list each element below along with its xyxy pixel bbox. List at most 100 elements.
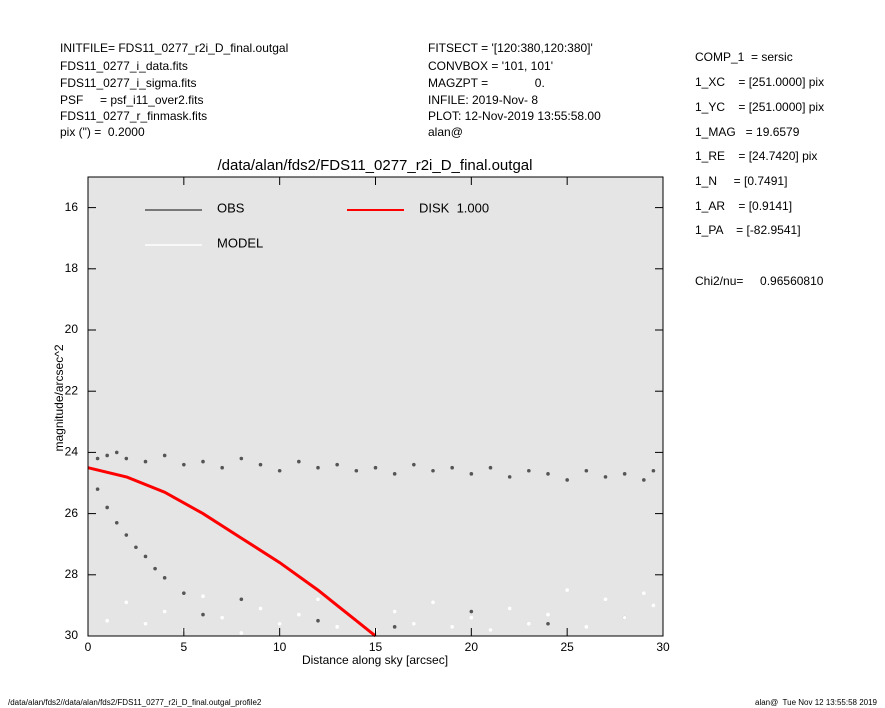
legend-label: OBS <box>217 200 245 215</box>
plot-marks <box>87 450 656 638</box>
data-point <box>450 625 454 629</box>
footer-right: alan@ Tue Nov 12 13:55:58 2019 <box>755 698 878 707</box>
data-point <box>507 475 512 479</box>
data-point <box>488 465 493 470</box>
header-middle-line: INFILE: 2019-Nov- 8 <box>428 93 538 107</box>
data-point <box>182 462 186 467</box>
data-point <box>162 453 167 458</box>
data-point <box>469 472 474 476</box>
data-point <box>124 600 129 605</box>
y-tick-label: 22 <box>65 383 79 397</box>
header-right-line: 1_RE = [24.7420] pix <box>695 149 817 163</box>
data-point <box>469 609 474 614</box>
header-left-line: FDS11_0277_r_finmask.fits <box>60 109 207 123</box>
chart-title: /data/alan/fds2/FDS11_0277_r2i_D_final.o… <box>218 157 533 174</box>
x-tick-label: 10 <box>273 640 287 654</box>
data-point <box>651 603 656 608</box>
data-point <box>527 621 531 626</box>
data-point <box>373 465 378 470</box>
data-point <box>642 591 646 595</box>
data-point <box>105 505 109 510</box>
header-left-line: FDS11_0277_i_sigma.fits <box>60 76 197 90</box>
x-tick-label: 20 <box>465 640 479 654</box>
x-axis-label: Distance along sky [arcsec] <box>302 653 448 667</box>
header-right-line: 1_MAG = 19.6579 <box>695 125 800 139</box>
data-point <box>412 621 416 626</box>
header-left-line: PSF = psf_i11_over2.fits <box>60 93 204 107</box>
data-point <box>239 597 244 602</box>
data-point <box>507 606 512 611</box>
data-point <box>316 465 320 470</box>
x-tick-label: 15 <box>369 640 383 654</box>
data-point <box>182 591 186 595</box>
data-point <box>134 545 138 550</box>
data-point <box>124 533 129 537</box>
header-right-line: 1_PA = [-82.9541] <box>695 223 801 237</box>
data-point <box>95 456 100 461</box>
data-point <box>258 462 263 467</box>
header-left-line: INITFILE= FDS11_0277_r2i_D_final.outgal <box>60 41 288 55</box>
data-point <box>220 615 224 620</box>
data-point <box>392 609 397 614</box>
data-point <box>153 566 157 571</box>
data-point <box>277 621 282 626</box>
data-point <box>201 612 205 617</box>
header-middle-line: CONVBOX = '101, 101' <box>428 59 553 73</box>
y-tick-label: 24 <box>65 445 79 459</box>
data-point <box>584 625 589 629</box>
data-point <box>105 453 109 458</box>
data-point <box>95 487 100 491</box>
data-point <box>450 465 454 470</box>
data-point <box>162 609 167 614</box>
y-tick-label: 28 <box>65 567 79 581</box>
data-point <box>527 468 531 473</box>
data-point <box>162 576 167 580</box>
data-point <box>392 625 397 629</box>
data-point <box>622 472 627 476</box>
profile-line <box>87 466 377 638</box>
data-point <box>603 475 608 479</box>
data-point <box>622 615 627 620</box>
data-point <box>565 478 569 482</box>
data-point <box>412 462 416 467</box>
plot-area <box>88 177 663 636</box>
y-tick-label: 20 <box>65 322 79 336</box>
data-point <box>277 468 282 473</box>
data-point <box>114 450 119 455</box>
data-point <box>603 597 608 602</box>
data-point <box>258 606 263 611</box>
x-tick-label: 0 <box>85 640 92 654</box>
header-middle-line: MAGZPT = 0. <box>428 76 545 90</box>
data-point <box>143 459 148 464</box>
data-point <box>143 621 148 626</box>
data-point <box>565 588 569 592</box>
header-left-line: pix (") = 0.2000 <box>60 125 145 139</box>
data-point <box>316 597 320 602</box>
data-point <box>431 468 435 473</box>
data-point <box>297 612 301 617</box>
y-tick-label: 30 <box>65 628 79 642</box>
y-axis-label: magnitude/arcsec^2 <box>52 344 66 451</box>
header-middle-line: FITSECT = '[120:380,120:380]' <box>428 41 593 55</box>
legend-label: MODEL <box>217 235 263 250</box>
header-left-line: FDS11_0277_i_data.fits <box>60 59 188 73</box>
data-point <box>105 618 109 623</box>
data-point <box>546 621 550 626</box>
data-point <box>469 615 474 620</box>
data-point <box>335 462 339 467</box>
header-right-line: 1_XC = [251.0000] pix <box>695 75 824 89</box>
footer-left: /data/alan/fds2//data/alan/fds2/FDS11_02… <box>8 698 262 707</box>
data-point <box>642 478 646 482</box>
data-point <box>431 600 435 605</box>
x-tick-label: 5 <box>180 640 187 654</box>
data-point <box>488 628 493 632</box>
data-point <box>124 456 129 461</box>
data-point <box>239 631 244 635</box>
header-right-line: 1_AR = [0.9141] <box>695 199 792 213</box>
data-point <box>335 625 339 629</box>
data-point <box>201 459 205 464</box>
x-tick-label: 30 <box>656 640 670 654</box>
header-right-line: 1_YC = [251.0000] pix <box>695 100 824 114</box>
